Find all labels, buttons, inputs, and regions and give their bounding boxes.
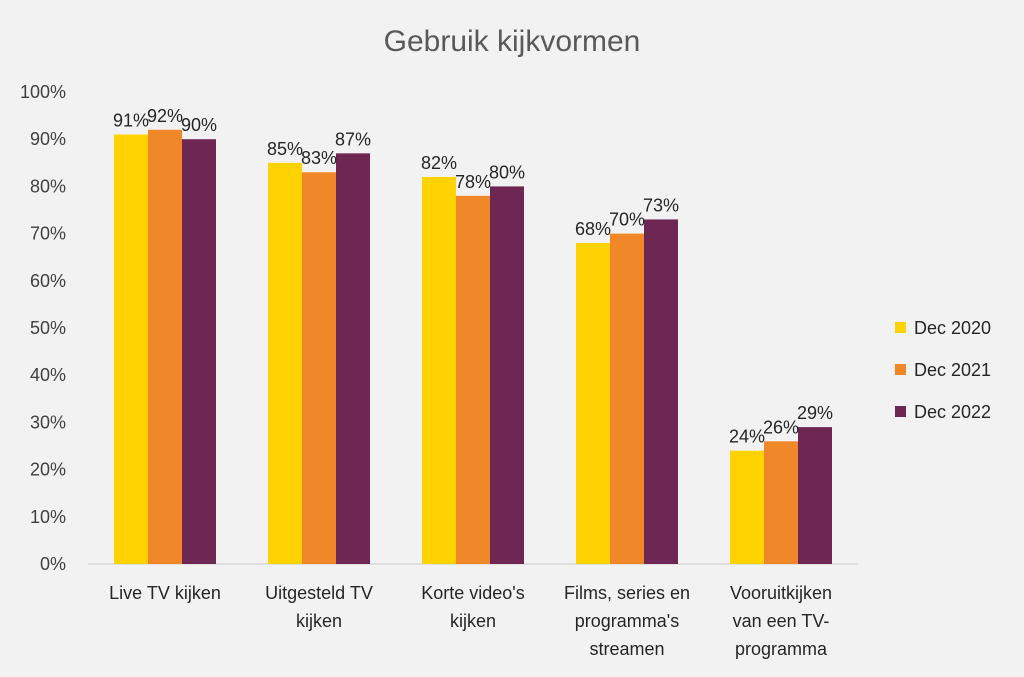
x-tick-label: van een TV- <box>733 611 830 631</box>
x-tick-label: programma's <box>575 611 679 631</box>
data-label: 91% <box>113 110 149 130</box>
bar <box>268 162 302 565</box>
bar <box>610 233 644 564</box>
y-tick-label: 50% <box>30 318 66 338</box>
data-labels-group: 91%92%90%85%83%87%82%78%80%68%70%73%24%2… <box>113 106 833 447</box>
data-label: 87% <box>335 129 371 149</box>
legend: Dec 2020 Dec 2021 Dec 2022 <box>895 318 991 422</box>
data-label: 24% <box>729 427 765 447</box>
x-tick-label: Korte video's <box>421 583 525 603</box>
data-label: 85% <box>267 139 303 159</box>
data-label: 78% <box>455 172 491 192</box>
y-axis: 0% 10% 20% 30% 40% 50% 60% 70% 80% 90% 100% <box>20 82 66 574</box>
x-tick-label: programma <box>735 639 828 659</box>
x-tick-label: streamen <box>589 639 664 659</box>
y-tick-label: 40% <box>30 365 66 385</box>
bar <box>422 176 456 564</box>
data-label: 83% <box>301 148 337 168</box>
legend-label: Dec 2020 <box>914 318 991 338</box>
bar <box>490 186 524 564</box>
bar <box>182 139 216 564</box>
legend-label: Dec 2021 <box>914 360 991 380</box>
x-tick-label: Films, series en <box>564 583 690 603</box>
x-category-label: Vooruitkijken van een TV-programma <box>730 583 832 659</box>
bar <box>644 219 678 564</box>
bar <box>730 450 764 564</box>
y-tick-label: 10% <box>30 507 66 527</box>
bar <box>302 172 336 565</box>
x-category-label: Uitgesteld TV kijken <box>265 583 373 631</box>
legend-swatch <box>895 406 906 417</box>
data-label: 92% <box>147 106 183 126</box>
bar <box>336 153 370 565</box>
bar <box>764 441 798 564</box>
legend-swatch <box>895 322 906 333</box>
bars-group <box>114 129 832 565</box>
x-category-label: Korte video's kijken <box>421 583 525 631</box>
data-label: 90% <box>181 115 217 135</box>
bar <box>456 195 490 564</box>
y-tick-label: 70% <box>30 224 66 244</box>
data-label: 29% <box>797 403 833 423</box>
legend-item: Dec 2021 <box>895 360 991 380</box>
legend-item: Dec 2020 <box>895 318 991 338</box>
bar <box>576 243 610 565</box>
data-label: 26% <box>763 417 799 437</box>
chart-title: Gebruik kijkvormen <box>384 25 641 58</box>
data-label: 82% <box>421 153 457 173</box>
x-category-label: Live TV kijken <box>109 583 221 603</box>
y-tick-label: 20% <box>30 460 66 480</box>
y-tick-label: 100% <box>20 82 66 102</box>
legend-swatch <box>895 364 906 375</box>
bar <box>798 427 832 564</box>
data-label: 73% <box>643 195 679 215</box>
data-label: 68% <box>575 219 611 239</box>
x-tick-label: Live TV kijken <box>109 583 221 603</box>
x-tick-label: kijken <box>296 611 342 631</box>
y-tick-label: 80% <box>30 176 66 196</box>
data-label: 80% <box>489 162 525 182</box>
y-tick-label: 0% <box>40 554 66 574</box>
data-label: 70% <box>609 210 645 230</box>
y-tick-label: 60% <box>30 271 66 291</box>
x-tick-label: kijken <box>450 611 496 631</box>
y-tick-label: 30% <box>30 412 66 432</box>
bar <box>114 134 148 565</box>
x-category-label: Films, series en programma's streamen <box>564 583 690 659</box>
y-tick-label: 90% <box>30 129 66 149</box>
x-tick-label: Vooruitkijken <box>730 583 832 603</box>
bar <box>148 129 182 564</box>
x-tick-label: Uitgesteld TV <box>265 583 373 603</box>
legend-label: Dec 2022 <box>914 402 991 422</box>
legend-item: Dec 2022 <box>895 402 991 422</box>
